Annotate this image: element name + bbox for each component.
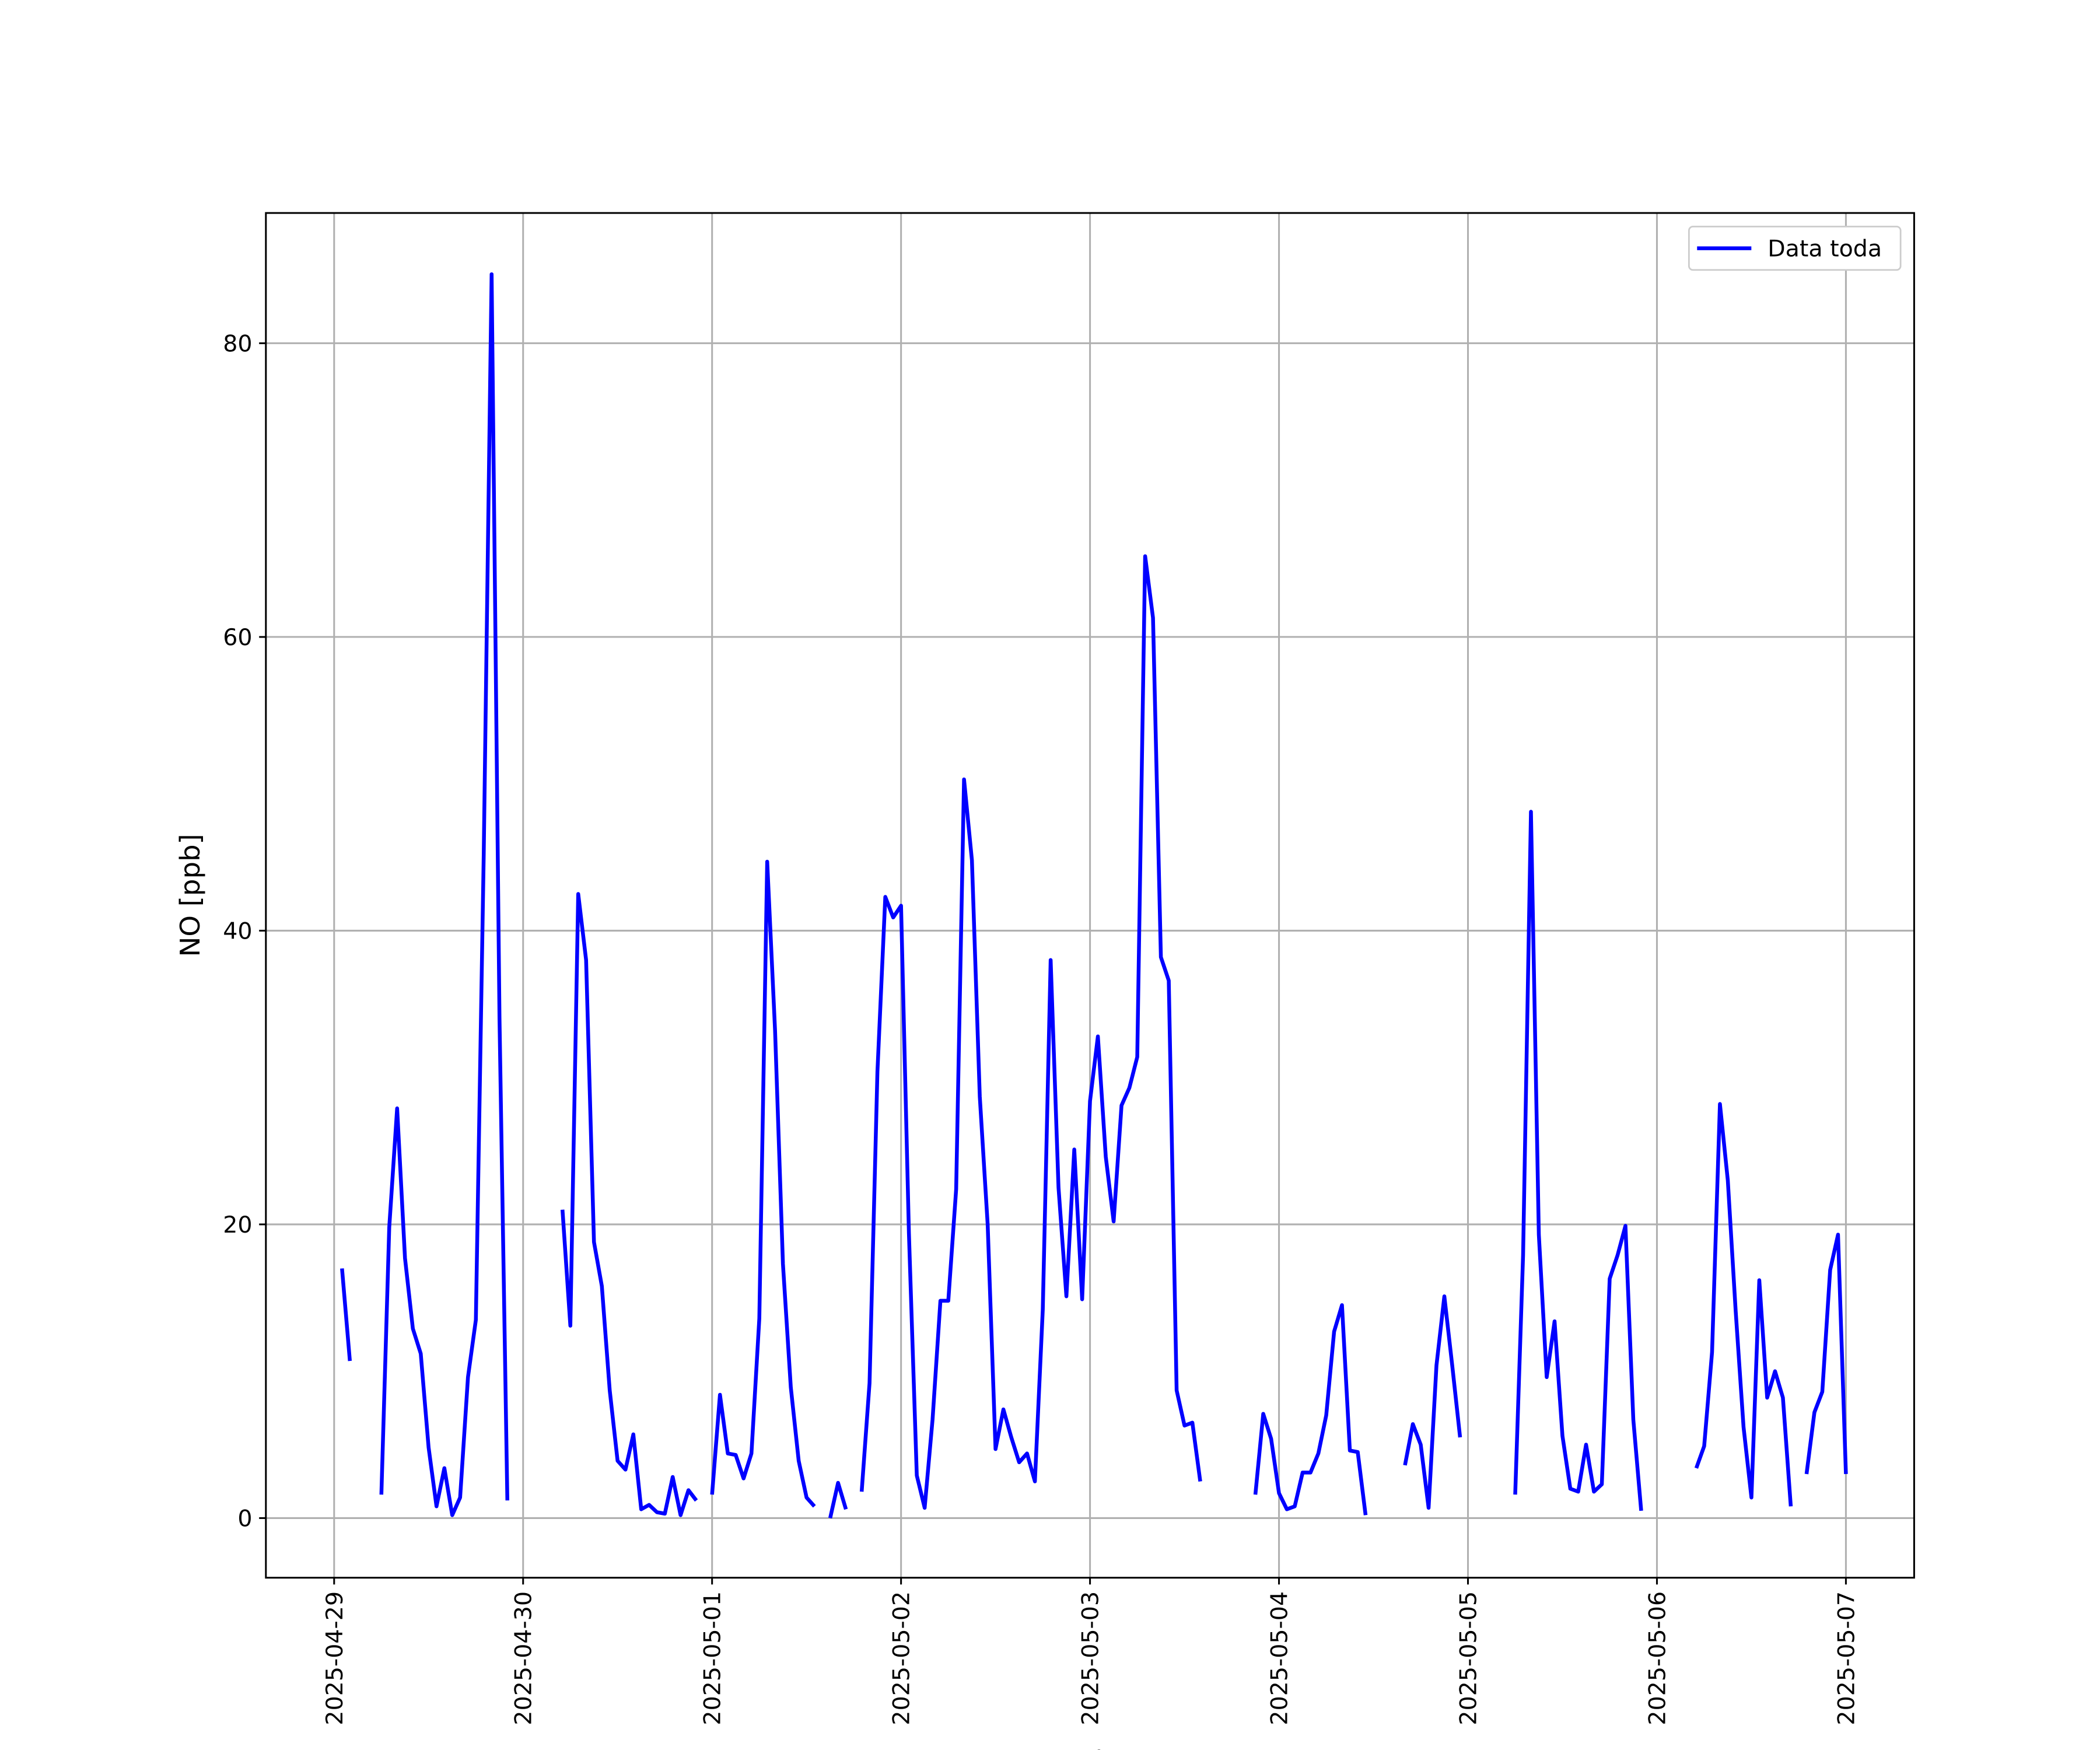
x-tick-label: 2025-05-03 [1077, 1591, 1104, 1726]
legend-box [1688, 225, 1902, 271]
y-axis-label: NO [ppb] [174, 834, 206, 957]
x-axis-label: Fecha [1049, 1745, 1129, 1750]
y-tick-label: 60 [223, 624, 252, 651]
data-line [340, 272, 1848, 1519]
legend: Data toda [1688, 225, 1902, 271]
x-tick-label: 2025-05-01 [699, 1591, 726, 1726]
x-tick-label: 2025-05-02 [888, 1591, 915, 1726]
plot-frame [265, 212, 1915, 1579]
x-tick-label: 2025-05-04 [1266, 1591, 1293, 1726]
legend-label: Data toda [1768, 236, 1882, 262]
y-tick-label: 0 [237, 1505, 252, 1532]
x-tick-label: 2025-04-30 [510, 1591, 537, 1726]
x-tick-label: 2025-05-05 [1455, 1591, 1482, 1726]
x-tick-label: 2025-05-06 [1644, 1591, 1671, 1726]
y-tick-label: 40 [223, 918, 252, 944]
x-tick-label: 2025-05-07 [1833, 1591, 1860, 1726]
x-tick-label: 2025-04-29 [321, 1591, 348, 1726]
y-tick-label: 80 [223, 330, 252, 357]
y-tick-label: 20 [223, 1212, 252, 1238]
